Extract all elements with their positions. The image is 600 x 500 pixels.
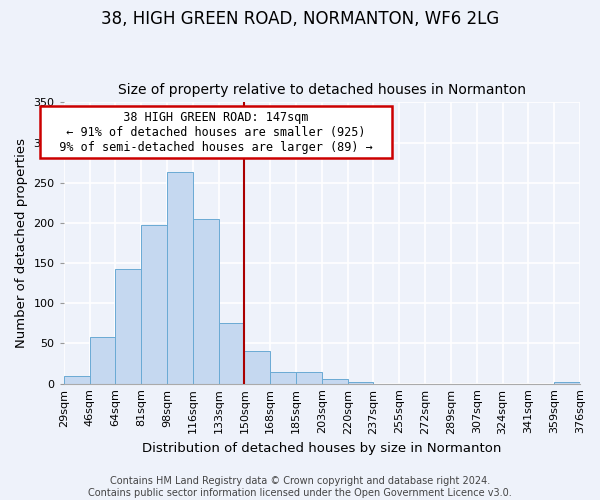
Bar xyxy=(167,172,193,384)
X-axis label: Distribution of detached houses by size in Normanton: Distribution of detached houses by size … xyxy=(142,442,502,455)
Bar xyxy=(270,372,296,384)
Bar xyxy=(347,382,373,384)
Text: 38 HIGH GREEN ROAD: 147sqm  
  ← 91% of detached houses are smaller (925)  
  9%: 38 HIGH GREEN ROAD: 147sqm ← 91% of deta… xyxy=(45,111,387,154)
Text: Contains HM Land Registry data © Crown copyright and database right 2024.
Contai: Contains HM Land Registry data © Crown c… xyxy=(88,476,512,498)
Bar xyxy=(296,372,322,384)
Bar xyxy=(193,219,218,384)
Bar xyxy=(244,350,270,384)
Bar xyxy=(115,268,141,384)
Title: Size of property relative to detached houses in Normanton: Size of property relative to detached ho… xyxy=(118,83,526,97)
Bar xyxy=(554,382,580,384)
Y-axis label: Number of detached properties: Number of detached properties xyxy=(15,138,28,348)
Text: 38, HIGH GREEN ROAD, NORMANTON, WF6 2LG: 38, HIGH GREEN ROAD, NORMANTON, WF6 2LG xyxy=(101,10,499,28)
Bar xyxy=(89,337,115,384)
Bar xyxy=(64,376,89,384)
Bar xyxy=(322,379,347,384)
Bar xyxy=(141,224,167,384)
Bar xyxy=(218,324,244,384)
